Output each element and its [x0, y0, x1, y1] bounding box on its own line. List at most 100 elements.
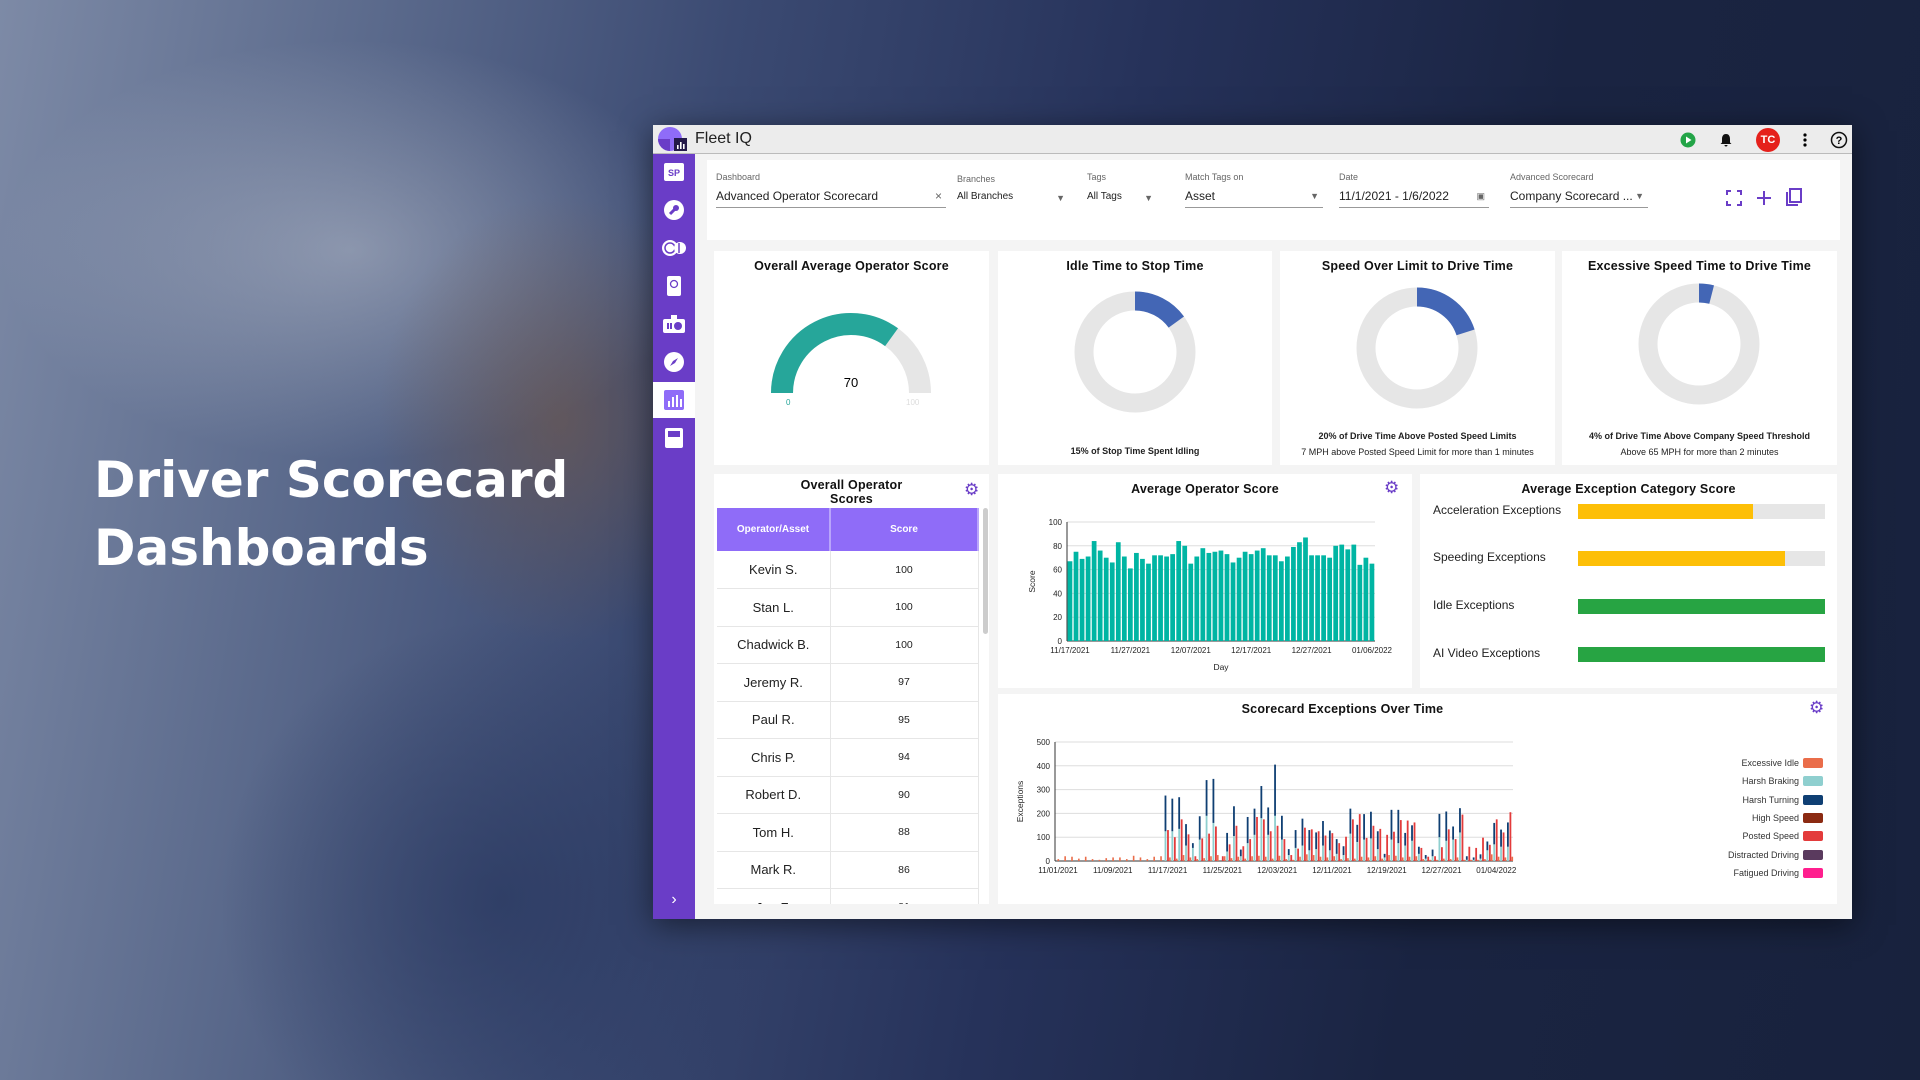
harsh-braking-bar[interactable] — [1171, 831, 1174, 861]
score-bar[interactable] — [1333, 545, 1339, 641]
posted-speed-bar[interactable] — [1208, 833, 1210, 861]
posted-speed-bar[interactable] — [1310, 829, 1313, 861]
harsh-braking-bar[interactable] — [1281, 839, 1283, 861]
harsh-turning-bar[interactable] — [1486, 841, 1489, 851]
harsh-braking-bar[interactable] — [1260, 818, 1263, 861]
harsh-braking-bar[interactable] — [1226, 851, 1229, 861]
harsh-braking-bar[interactable] — [1274, 815, 1276, 861]
excessive-idle-bar[interactable] — [1084, 856, 1087, 861]
excessive-idle-bar[interactable] — [1217, 855, 1219, 861]
harsh-braking-bar[interactable] — [1459, 832, 1461, 861]
harsh-turning-bar[interactable] — [1205, 780, 1208, 816]
excessive-idle-bar[interactable] — [1395, 855, 1397, 861]
harsh-turning-bar[interactable] — [1267, 807, 1270, 835]
harsh-turning-bar[interactable] — [1383, 853, 1386, 858]
score-bar[interactable] — [1272, 555, 1278, 641]
excessive-idle-bar[interactable] — [1271, 858, 1274, 861]
score-bar[interactable] — [1357, 564, 1363, 641]
score-bar[interactable] — [1291, 546, 1296, 641]
posted-speed-bar[interactable] — [1372, 825, 1375, 861]
score-bar[interactable] — [1248, 554, 1254, 641]
excessive-idle-bar[interactable] — [1401, 857, 1404, 861]
score-bar[interactable] — [1339, 544, 1345, 641]
excessive-idle-bar[interactable] — [1278, 855, 1281, 861]
harsh-turning-bar[interactable] — [1445, 811, 1448, 841]
legend-item[interactable]: Fatigued Driving — [1728, 864, 1823, 882]
harsh-turning-bar[interactable] — [1342, 846, 1345, 856]
sidebar-item-analytics[interactable] — [653, 382, 695, 418]
posted-speed-bar[interactable] — [1427, 856, 1430, 861]
posted-speed-bar[interactable] — [1502, 832, 1505, 861]
score-bar[interactable] — [1067, 561, 1073, 641]
posted-speed-bar[interactable] — [1324, 835, 1327, 861]
table-row[interactable]: Tom H. 88 — [717, 813, 979, 852]
calendar-icon[interactable]: ▣ — [1476, 191, 1485, 201]
harsh-braking-bar[interactable] — [1445, 840, 1448, 861]
excessive-idle-bar[interactable] — [1264, 856, 1267, 861]
harsh-braking-bar[interactable] — [1164, 831, 1167, 861]
harsh-turning-bar[interactable] — [1370, 811, 1372, 839]
score-bar[interactable] — [1236, 557, 1242, 641]
harsh-turning-bar[interactable] — [1212, 778, 1215, 823]
excessive-idle-bar[interactable] — [1153, 856, 1155, 861]
excessive-idle-bar[interactable] — [1292, 859, 1294, 861]
gear-icon[interactable]: ⚙ — [1809, 698, 1825, 717]
score-bar[interactable] — [1278, 561, 1284, 641]
score-bar[interactable] — [1254, 550, 1260, 641]
harsh-turning-bar[interactable] — [1363, 814, 1365, 840]
harsh-braking-bar[interactable] — [1376, 849, 1379, 861]
harsh-turning-bar[interactable] — [1164, 795, 1167, 832]
harsh-braking-bar[interactable] — [1452, 839, 1455, 861]
harsh-braking-bar[interactable] — [1185, 845, 1187, 861]
harsh-turning-bar[interactable] — [1417, 846, 1420, 854]
score-bar[interactable] — [1085, 556, 1091, 641]
posted-speed-bar[interactable] — [1441, 847, 1443, 861]
score-bar[interactable] — [1127, 568, 1133, 641]
posted-speed-bar[interactable] — [1221, 856, 1224, 861]
score-bar[interactable] — [1224, 554, 1230, 641]
harsh-turning-bar[interactable] — [1301, 818, 1304, 846]
scrollbar[interactable] — [983, 508, 988, 634]
excessive-idle-bar[interactable] — [1333, 856, 1336, 861]
excessive-idle-bar[interactable] — [1504, 857, 1507, 861]
score-bar[interactable] — [1212, 551, 1218, 641]
harsh-braking-bar[interactable] — [1411, 840, 1413, 861]
score-bar[interactable] — [1327, 557, 1333, 641]
sidebar-item-routes[interactable] — [653, 230, 695, 266]
excessive-idle-bar[interactable] — [1326, 857, 1329, 861]
harsh-turning-bar[interactable] — [1287, 849, 1290, 856]
harsh-braking-bar[interactable] — [1424, 858, 1427, 861]
posted-speed-bar[interactable] — [1256, 816, 1258, 861]
harsh-braking-bar[interactable] — [1383, 857, 1386, 861]
harsh-braking-bar[interactable] — [1472, 859, 1475, 861]
harsh-turning-bar[interactable] — [1322, 821, 1324, 846]
excessive-idle-bar[interactable] — [1285, 859, 1288, 861]
excessive-idle-bar[interactable] — [1456, 857, 1459, 861]
posted-speed-bar[interactable] — [1331, 833, 1334, 861]
harsh-turning-bar[interactable] — [1246, 816, 1249, 844]
fullscreen-icon[interactable] — [1726, 190, 1742, 211]
harsh-braking-bar[interactable] — [1322, 845, 1324, 861]
harsh-turning-bar[interactable] — [1356, 824, 1359, 842]
harsh-turning-bar[interactable] — [1479, 854, 1482, 859]
posted-speed-bar[interactable] — [1276, 825, 1279, 861]
harsh-braking-bar[interactable] — [1493, 844, 1496, 861]
excessive-idle-bar[interactable] — [1244, 858, 1247, 861]
harsh-braking-bar[interactable] — [1507, 846, 1509, 861]
harsh-turning-bar[interactable] — [1328, 830, 1331, 851]
harsh-turning-bar[interactable] — [1233, 806, 1235, 837]
excessive-idle-bar[interactable] — [1490, 854, 1493, 861]
posted-speed-bar[interactable] — [1393, 831, 1395, 861]
harsh-turning-bar[interactable] — [1226, 832, 1229, 852]
excessive-idle-bar[interactable] — [1119, 857, 1121, 861]
posted-speed-bar[interactable] — [1290, 855, 1293, 861]
excessive-idle-bar[interactable] — [1353, 858, 1356, 861]
excessive-idle-bar[interactable] — [1470, 859, 1473, 861]
excessive-idle-bar[interactable] — [1463, 859, 1466, 861]
legend-item[interactable]: Posted Speed — [1728, 827, 1823, 845]
harsh-turning-bar[interactable] — [1253, 808, 1256, 835]
posted-speed-bar[interactable] — [1173, 837, 1176, 861]
sidebar-item-maintenance[interactable] — [653, 192, 695, 228]
score-bar[interactable] — [1218, 550, 1224, 641]
legend-item[interactable]: Excessive Idle — [1728, 754, 1823, 772]
